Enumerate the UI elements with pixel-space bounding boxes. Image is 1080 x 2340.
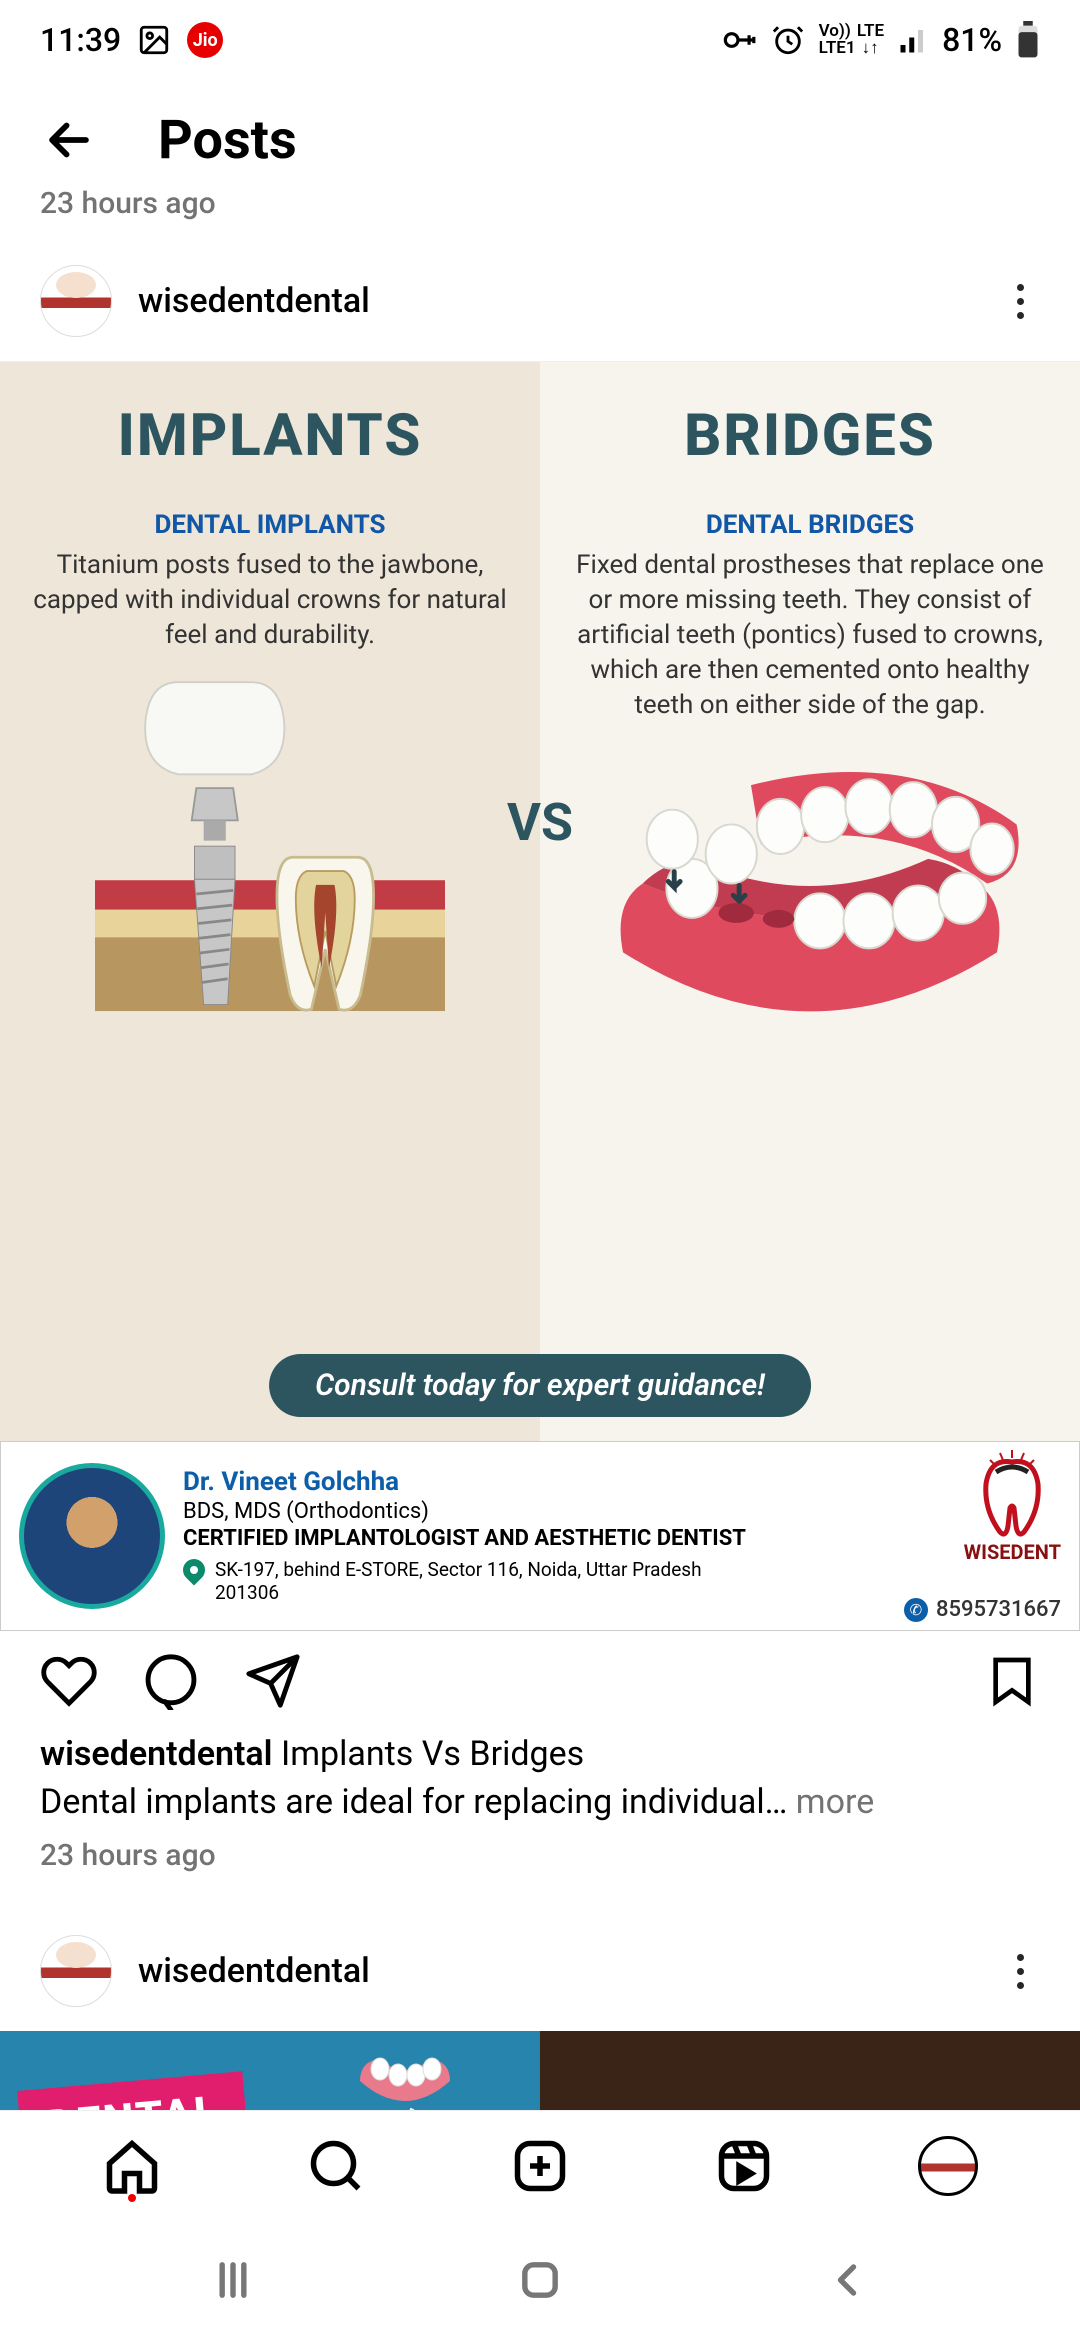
bridge-illustration — [564, 753, 1056, 1073]
doctor-certified: CERTIFIED IMPLANTOLOGIST AND AESTHETIC D… — [183, 1526, 886, 1551]
page-header: Posts — [0, 80, 1080, 200]
save-button[interactable] — [984, 1653, 1040, 1709]
status-right: Vo))LTE LTE1↓↑ 81% — [719, 21, 1040, 59]
phone-icon: ✆ — [904, 1598, 928, 1622]
nav-create-button[interactable] — [510, 2136, 570, 2196]
implants-heading: IMPLANTS — [118, 402, 423, 470]
jio-icon: Jio — [187, 22, 223, 58]
network-labels: Vo))LTE LTE1↓↑ — [819, 23, 884, 57]
system-nav — [0, 2220, 1080, 2340]
doctor-address: SK-197, behind E-STORE, Sector 116, Noid… — [215, 1559, 715, 1605]
pin-icon — [178, 1555, 209, 1586]
doctor-name: Dr. Vineet Golchha — [183, 1467, 886, 1497]
bridges-heading: BRIDGES — [684, 402, 936, 470]
post-username[interactable]: wisedentdental — [138, 281, 974, 321]
next-post-more-button[interactable] — [1000, 1951, 1040, 1991]
post-time-ago: 23 hours ago — [0, 1826, 1080, 1885]
post-image[interactable]: IMPLANTS DENTAL IMPLANTS Titanium posts … — [0, 361, 1080, 1441]
post-avatar[interactable] — [40, 265, 112, 337]
status-bar: 11:39 Jio Vo))LTE LTE1↓↑ 81% — [0, 0, 1080, 80]
sys-back-button[interactable] — [821, 2254, 873, 2306]
back-button[interactable] — [40, 111, 98, 169]
battery-pct: 81% — [942, 21, 1002, 59]
bridges-subheading: DENTAL BRIDGES — [706, 510, 914, 540]
doctor-card: Dr. Vineet Golchha BDS, MDS (Orthodontic… — [0, 1441, 1080, 1631]
nav-search-button[interactable] — [306, 2136, 366, 2196]
alarm-icon — [771, 23, 805, 57]
doctor-photo — [19, 1463, 165, 1609]
nav-profile-button[interactable] — [918, 2136, 978, 2196]
wisedent-logo-icon — [972, 1450, 1052, 1540]
status-left: 11:39 Jio — [40, 21, 223, 59]
like-button[interactable] — [40, 1652, 98, 1710]
next-post-avatar[interactable] — [40, 1935, 112, 2007]
doctor-phone-row: ✆ 8595731667 — [904, 1597, 1061, 1622]
doctor-right: WISEDENT ✆ 8595731667 — [904, 1450, 1061, 1622]
consult-bar: Consult today for expert guidance! — [269, 1354, 811, 1417]
bridges-body: Fixed dental prostheses that replace one… — [564, 548, 1056, 723]
caption-more[interactable]: more — [796, 1782, 874, 1822]
implant-illustration — [24, 673, 516, 1023]
implants-body: Titanium posts fused to the jawbone, cap… — [24, 548, 516, 653]
page-title: Posts — [158, 109, 297, 172]
post-header: wisedentdental — [0, 241, 1080, 361]
doctor-phone: 8595731667 — [936, 1597, 1061, 1622]
caption-username: wisedentdental — [40, 1734, 273, 1774]
sys-home-button[interactable] — [514, 2254, 566, 2306]
post-caption[interactable]: wisedentdental Implants Vs Bridges Denta… — [0, 1731, 1080, 1826]
implants-subheading: DENTAL IMPLANTS — [154, 510, 385, 540]
nav-home-button[interactable] — [102, 2136, 162, 2196]
previous-post-time: 23 hours ago — [0, 186, 1080, 221]
caption-body: Dental implants are ideal for replacing … — [40, 1782, 787, 1822]
comment-button[interactable] — [142, 1652, 200, 1710]
doctor-info: Dr. Vineet Golchha BDS, MDS (Orthodontic… — [183, 1467, 886, 1605]
bottom-nav — [0, 2110, 1080, 2220]
post-more-button[interactable] — [1000, 281, 1040, 321]
status-time: 11:39 — [40, 21, 121, 59]
share-button[interactable] — [244, 1652, 302, 1710]
next-post-username[interactable]: wisedentdental — [138, 1951, 974, 1991]
bridges-panel: BRIDGES DENTAL BRIDGES Fixed dental pros… — [540, 362, 1080, 1441]
signal-icon — [898, 25, 928, 55]
implants-panel: IMPLANTS DENTAL IMPLANTS Titanium posts … — [0, 362, 540, 1441]
wisedent-logo-text: WISEDENT — [964, 1540, 1061, 1564]
gallery-icon — [137, 23, 171, 57]
caption-title: Implants Vs Bridges — [281, 1734, 584, 1774]
sys-recent-button[interactable] — [207, 2254, 259, 2306]
key-icon — [719, 21, 757, 59]
battery-icon — [1016, 21, 1040, 59]
vs-label: VS — [507, 792, 573, 853]
post-action-bar — [0, 1631, 1080, 1731]
doctor-credentials: BDS, MDS (Orthodontics) — [183, 1499, 886, 1524]
next-post-header: wisedentdental — [0, 1911, 1080, 2031]
nav-reels-button[interactable] — [714, 2136, 774, 2196]
